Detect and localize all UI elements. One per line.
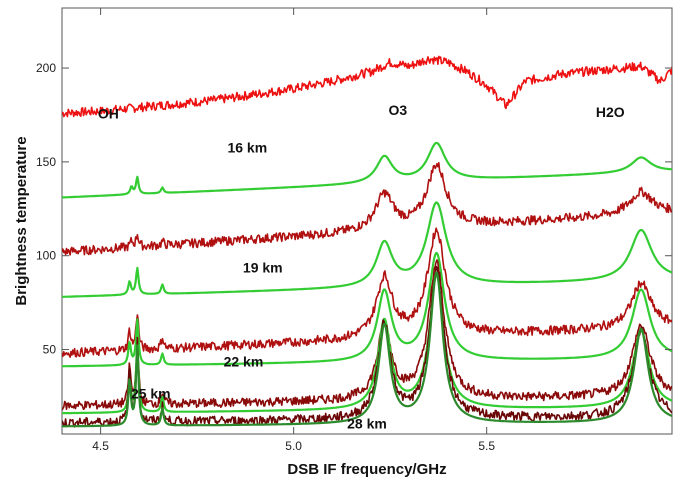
y-tick-label: 200 bbox=[36, 61, 56, 75]
series-line-10 bbox=[62, 271, 672, 428]
series-line-8 bbox=[62, 273, 672, 415]
series-line-3 bbox=[62, 162, 672, 256]
y-tick-label: 50 bbox=[43, 343, 57, 357]
annotation-o3: O3 bbox=[389, 102, 408, 118]
annotation-19-km: 19 km bbox=[243, 260, 283, 276]
series-line-4 bbox=[62, 201, 672, 298]
annotation-layer: OH O3 H2O 16 km 19 km 22 km 25 km 28 km bbox=[98, 102, 625, 431]
plot-frame bbox=[61, 7, 673, 435]
x-tick-label: 4.5 bbox=[92, 439, 109, 453]
y-tick-label: 150 bbox=[36, 155, 56, 169]
series-line-1 bbox=[62, 55, 672, 118]
series-line-5 bbox=[62, 227, 672, 358]
y-axis-title: Brightness temperature bbox=[13, 136, 30, 305]
annotation-16-km: 16 km bbox=[227, 140, 267, 156]
x-tick-label: 5.0 bbox=[285, 439, 302, 453]
annotation-h2o: H2O bbox=[596, 104, 625, 120]
annotation-22-km: 22 km bbox=[224, 353, 264, 369]
annotation-oh: OH bbox=[98, 106, 119, 122]
axis-layer: 4.5 5.0 5.5 50 100 150 200 bbox=[36, 8, 672, 453]
annotation-28-km: 28 km bbox=[347, 415, 387, 431]
x-tick-label: 5.5 bbox=[478, 439, 495, 453]
series-line-2 bbox=[62, 141, 672, 199]
series-line-6 bbox=[62, 252, 672, 368]
x-axis-title: DSB IF frequency/GHz bbox=[287, 461, 446, 478]
annotation-25-km: 25 km bbox=[131, 385, 171, 401]
series-layer bbox=[62, 55, 672, 428]
y-tick-label: 100 bbox=[36, 249, 56, 263]
